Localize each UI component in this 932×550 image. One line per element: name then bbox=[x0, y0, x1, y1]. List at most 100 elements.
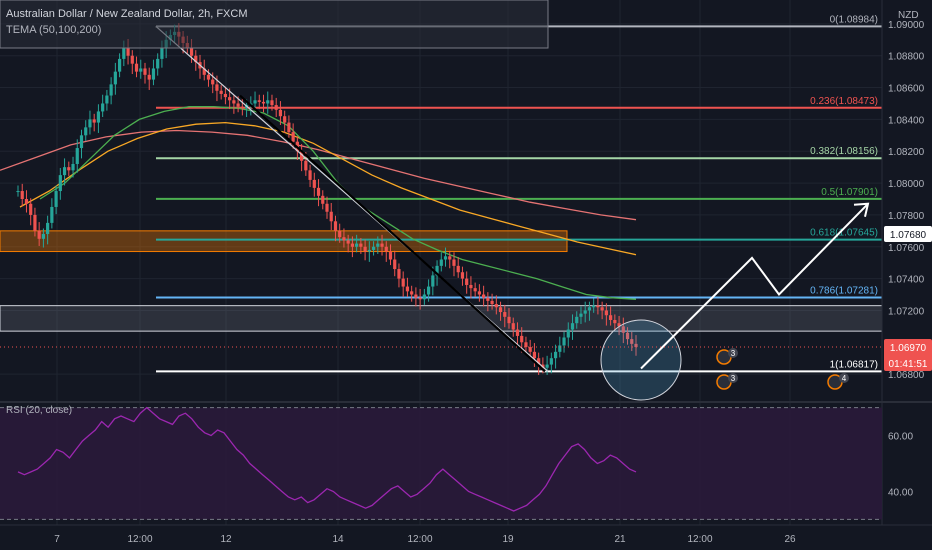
candle-body bbox=[92, 119, 96, 123]
event-marker[interactable]: 3 bbox=[716, 373, 738, 390]
candle-body bbox=[96, 111, 101, 123]
time-tick: 21 bbox=[614, 534, 626, 545]
candle-body bbox=[50, 206, 54, 223]
indicator-label[interactable]: TEMA (50,100,200) bbox=[6, 24, 101, 36]
price-tick: 1.08800 bbox=[888, 52, 925, 63]
price-tick: 1.09000 bbox=[888, 20, 925, 31]
support-zone bbox=[0, 305, 883, 332]
rsi-title[interactable]: RSI (20, close) bbox=[6, 405, 72, 416]
candle-body bbox=[316, 187, 321, 196]
candle-body bbox=[41, 234, 45, 239]
candle-body bbox=[553, 351, 558, 359]
candle-body bbox=[79, 135, 84, 149]
candle-body bbox=[117, 58, 122, 72]
candle-body bbox=[431, 275, 435, 287]
candle-body bbox=[202, 68, 206, 75]
candle-body bbox=[410, 291, 414, 295]
candle-body bbox=[443, 256, 448, 260]
currency-label: NZD bbox=[898, 10, 919, 21]
candle-body bbox=[494, 304, 498, 308]
candle-body bbox=[329, 211, 333, 222]
event-count-badge bbox=[839, 373, 849, 383]
projection-arrow-path[interactable] bbox=[640, 203, 869, 370]
candle-body bbox=[160, 47, 164, 59]
candle-body bbox=[232, 100, 236, 104]
candle-body bbox=[486, 297, 490, 301]
event-count-badge bbox=[728, 373, 738, 383]
candle-body bbox=[88, 119, 92, 128]
candle-body bbox=[257, 100, 261, 102]
time-axis[interactable]: 7 12:00 12 14 12:00 19 21 12:00 26 bbox=[0, 524, 932, 545]
candle-body bbox=[253, 100, 257, 104]
time-tick: 12:00 bbox=[407, 534, 432, 545]
candle-body bbox=[62, 167, 67, 176]
target-circle[interactable] bbox=[600, 319, 682, 401]
candle-body bbox=[139, 68, 143, 72]
candle-body bbox=[240, 106, 244, 109]
candle-body bbox=[579, 313, 583, 317]
candle-body bbox=[346, 240, 350, 244]
candle-body bbox=[236, 103, 240, 107]
candle-body bbox=[376, 243, 380, 247]
candle-body bbox=[405, 286, 410, 292]
candle-body bbox=[545, 364, 549, 368]
event-marker[interactable]: 4 bbox=[827, 373, 849, 390]
last-price-value: 1.06970 bbox=[890, 343, 927, 354]
candle-body bbox=[503, 312, 507, 317]
candle-body bbox=[625, 332, 630, 340]
candle-body bbox=[333, 221, 338, 231]
time-tick: 12 bbox=[220, 534, 232, 545]
candle-body bbox=[511, 323, 515, 330]
last-price-badge-bg bbox=[884, 339, 932, 372]
candle-body bbox=[278, 109, 283, 117]
candle-body bbox=[558, 345, 562, 352]
price-tick: 1.07600 bbox=[888, 243, 925, 254]
candle-body bbox=[528, 347, 532, 352]
candle-body bbox=[105, 95, 109, 104]
candle-body bbox=[189, 47, 194, 56]
rsi-tick: 40.00 bbox=[888, 487, 913, 498]
time-tick: 14 bbox=[332, 534, 344, 545]
candle-body bbox=[630, 339, 634, 344]
drawings[interactable]: 3 3 4 bbox=[155, 25, 870, 401]
candle-body bbox=[482, 294, 486, 298]
candle-body bbox=[469, 284, 473, 289]
rsi-tick: 60.00 bbox=[888, 432, 913, 443]
candle-body bbox=[617, 323, 621, 327]
candle-body bbox=[156, 58, 160, 69]
candle-body bbox=[37, 230, 41, 239]
candle-body bbox=[414, 294, 418, 298]
candle-body bbox=[393, 259, 397, 270]
candle-body bbox=[223, 93, 228, 98]
fib-label: 1(1.06817) bbox=[830, 359, 878, 370]
rsi-pane[interactable]: 60.00 40.00 bbox=[0, 401, 932, 520]
trendline-lower[interactable] bbox=[239, 94, 546, 373]
candle-body bbox=[515, 329, 520, 336]
candle-body bbox=[384, 246, 388, 252]
price-tick: 1.06800 bbox=[888, 370, 925, 381]
candle-body bbox=[84, 127, 88, 136]
candle-body bbox=[532, 351, 537, 359]
candle-body bbox=[300, 151, 304, 161]
candle-body bbox=[130, 55, 134, 64]
candle-body bbox=[46, 222, 50, 235]
price-tick: 1.08200 bbox=[888, 147, 925, 158]
candle-body bbox=[418, 297, 422, 300]
candle-body bbox=[113, 71, 117, 85]
tema100-line bbox=[19, 121, 637, 256]
time-tick: 26 bbox=[784, 534, 796, 545]
legend-box bbox=[0, 0, 549, 49]
candle-body bbox=[71, 163, 75, 171]
candle-body bbox=[350, 243, 354, 247]
candle-body bbox=[20, 191, 24, 199]
tema200-line bbox=[0, 129, 637, 221]
time-tick: 12:00 bbox=[687, 534, 712, 545]
event-marker[interactable]: 3 bbox=[716, 348, 738, 365]
candle-body bbox=[109, 84, 113, 96]
candle-body bbox=[342, 237, 346, 241]
candle-body bbox=[452, 259, 456, 266]
price-axis[interactable]: 1.09000 1.08800 1.08600 1.08400 1.08200 1.080… bbox=[0, 0, 932, 525]
candle-body bbox=[388, 251, 393, 260]
candles bbox=[16, 23, 638, 375]
